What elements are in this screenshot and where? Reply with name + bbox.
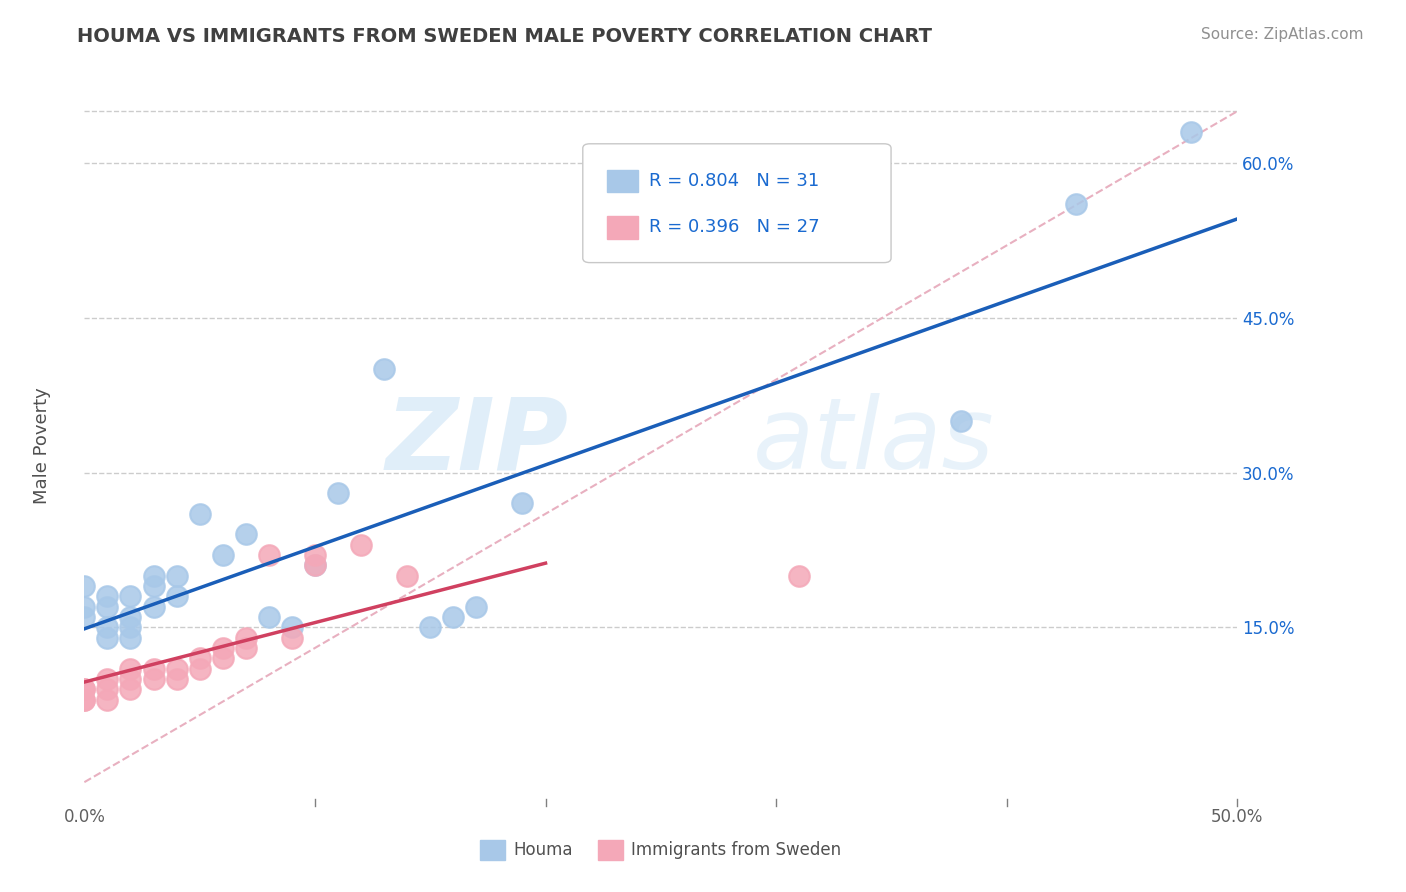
Text: Source: ZipAtlas.com: Source: ZipAtlas.com (1201, 27, 1364, 42)
Point (441, 610, 464, 624)
Legend: Houma, Immigrants from Sweden: Houma, Immigrants from Sweden (474, 833, 848, 867)
Point (73, 682, 96, 697)
Point (96, 599, 118, 614)
Point (96, 682, 118, 697)
Point (73, 692, 96, 706)
Point (396, 568, 419, 582)
Point (235, 640, 257, 655)
Point (373, 362, 395, 376)
Point (142, 579, 165, 593)
Point (120, 631, 142, 645)
Point (211, 548, 233, 562)
Point (304, 558, 326, 573)
Point (73, 599, 96, 614)
Text: R = 0.804   N = 31: R = 0.804 N = 31 (650, 172, 820, 190)
Point (188, 651, 211, 665)
Point (142, 662, 165, 676)
Point (257, 610, 280, 624)
Point (96, 631, 118, 645)
Point (96, 692, 118, 706)
Point (73, 692, 96, 706)
Point (188, 507, 211, 521)
Point (1180, 125, 1202, 139)
Point (120, 620, 142, 634)
Point (281, 620, 304, 634)
Point (787, 568, 810, 582)
Point (465, 599, 488, 614)
Point (211, 640, 233, 655)
Point (73, 682, 96, 697)
Point (326, 486, 349, 500)
Point (142, 599, 165, 614)
Point (281, 631, 304, 645)
Point (949, 414, 972, 428)
Point (235, 527, 257, 541)
Point (304, 548, 326, 562)
Point (96, 672, 118, 686)
Point (166, 662, 188, 676)
Point (257, 548, 280, 562)
Point (211, 651, 233, 665)
Point (96, 590, 118, 604)
Point (142, 672, 165, 686)
Point (166, 672, 188, 686)
Point (166, 568, 188, 582)
Point (304, 558, 326, 573)
Point (120, 610, 142, 624)
Text: ZIP: ZIP (385, 393, 568, 490)
Text: HOUMA VS IMMIGRANTS FROM SWEDEN MALE POVERTY CORRELATION CHART: HOUMA VS IMMIGRANTS FROM SWEDEN MALE POV… (77, 27, 932, 45)
Point (73, 610, 96, 624)
Point (512, 496, 534, 510)
Point (166, 590, 188, 604)
Point (96, 620, 118, 634)
Point (73, 579, 96, 593)
Point (142, 568, 165, 582)
Point (120, 672, 142, 686)
Point (1064, 197, 1087, 211)
Text: Male Poverty: Male Poverty (34, 388, 51, 504)
Point (188, 662, 211, 676)
Text: R = 0.396   N = 27: R = 0.396 N = 27 (650, 219, 820, 236)
Point (350, 538, 373, 552)
Point (419, 620, 441, 634)
Point (120, 682, 142, 697)
Point (120, 590, 142, 604)
Text: atlas: atlas (754, 393, 994, 490)
Point (120, 662, 142, 676)
Point (235, 631, 257, 645)
